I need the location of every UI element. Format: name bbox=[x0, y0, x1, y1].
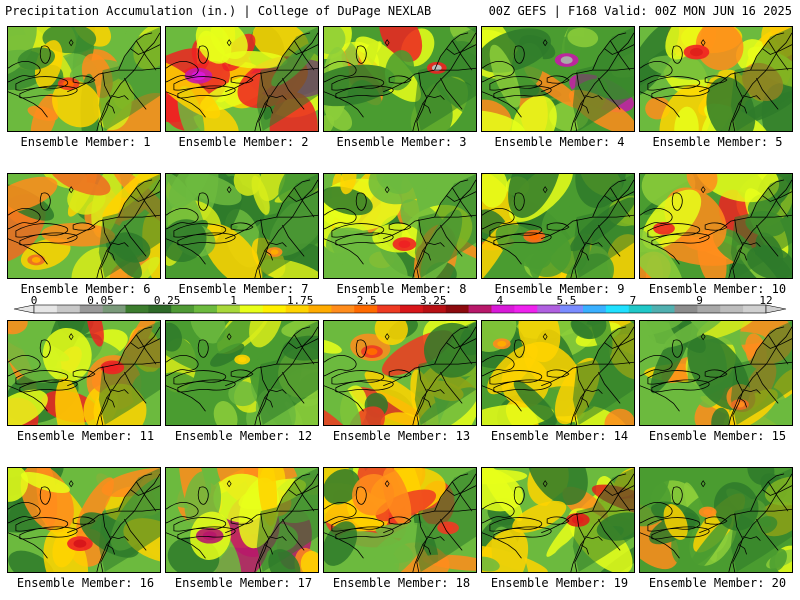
colorbar-swatch bbox=[400, 305, 424, 313]
ensemble-member-label: Ensemble Member: 12 bbox=[174, 429, 313, 443]
ensemble-member-map bbox=[7, 173, 161, 279]
colorbar-swatch bbox=[605, 305, 630, 313]
colorbar-tick-label: 12 bbox=[759, 296, 772, 307]
colorbar-tick-label: 3.25 bbox=[420, 296, 447, 307]
colorbar-tick-label: 0 bbox=[31, 296, 38, 307]
ensemble-member-label: Ensemble Member: 17 bbox=[174, 576, 313, 590]
colorbar-swatch bbox=[331, 305, 355, 313]
ensemble-member-map bbox=[165, 320, 319, 426]
ensemble-member-label: Ensemble Member: 5 bbox=[652, 135, 783, 149]
colorbar-tick-label: 2.5 bbox=[357, 296, 377, 307]
ensemble-member-map bbox=[639, 26, 793, 132]
ensemble-member-map bbox=[481, 26, 635, 132]
colorbar-swatch bbox=[560, 305, 584, 313]
ensemble-member-label: Ensemble Member: 19 bbox=[490, 576, 629, 590]
colorbar-swatch bbox=[697, 305, 721, 313]
colorbar-swatch bbox=[217, 305, 241, 313]
ensemble-member-map bbox=[481, 467, 635, 573]
ensemble-member-label: Ensemble Member: 3 bbox=[336, 135, 467, 149]
colorbar-tick-label: 0.25 bbox=[154, 296, 181, 307]
colorbar-swatch bbox=[583, 305, 607, 313]
ensemble-member-map bbox=[323, 173, 477, 279]
ensemble-member-map bbox=[481, 320, 635, 426]
ensemble-member-map bbox=[481, 173, 635, 279]
colorbar-tick-label: 0.05 bbox=[87, 296, 114, 307]
colorbar-swatch bbox=[628, 305, 652, 313]
colorbar-swatch bbox=[651, 305, 675, 313]
colorbar-swatch bbox=[308, 305, 332, 313]
ensemble-member-label: Ensemble Member: 16 bbox=[16, 576, 155, 590]
ensemble-member-map bbox=[165, 467, 319, 573]
ensemble-member-map bbox=[7, 320, 161, 426]
colorbar-swatch bbox=[354, 305, 378, 313]
precipitation-colorbar: 0 0.05 0.25 1 1.75 2.5 3.25 4 5.5 7 9 12 bbox=[0, 296, 800, 320]
colorbar-swatch bbox=[285, 305, 309, 313]
ensemble-member-map bbox=[323, 26, 477, 132]
ensemble-member-label: Ensemble Member: 11 bbox=[16, 429, 155, 443]
ensemble-member-label: Ensemble Member: 4 bbox=[494, 135, 625, 149]
colorbar-swatch bbox=[239, 305, 264, 313]
ensemble-member-map bbox=[639, 173, 793, 279]
colorbar-tick-label: 9 bbox=[696, 296, 703, 307]
ensemble-member-map bbox=[323, 467, 477, 573]
ensemble-member-map bbox=[165, 26, 319, 132]
model-run-info: 00Z GEFS | F168 Valid: 00Z MON JUN 16 20… bbox=[488, 4, 792, 18]
colorbar-swatch bbox=[514, 305, 538, 313]
colorbar-swatch bbox=[102, 305, 126, 313]
colorbar-swatch bbox=[445, 305, 469, 313]
ensemble-member-map bbox=[323, 320, 477, 426]
colorbar-swatch bbox=[125, 305, 149, 313]
ensemble-member-label: Ensemble Member: 15 bbox=[648, 429, 787, 443]
ensemble-member-label: Ensemble Member: 6 bbox=[20, 282, 151, 296]
ensemble-member-label: Ensemble Member: 8 bbox=[336, 282, 467, 296]
ensemble-member-map bbox=[7, 26, 161, 132]
map-title: Precipitation Accumulation (in.) | Colle… bbox=[5, 4, 432, 18]
ensemble-member-label: Ensemble Member: 1 bbox=[20, 135, 151, 149]
colorbar-tick-label: 1.75 bbox=[287, 296, 314, 307]
ensemble-member-label: Ensemble Member: 13 bbox=[332, 429, 471, 443]
colorbar-swatch bbox=[34, 305, 58, 313]
ensemble-member-map bbox=[165, 173, 319, 279]
colorbar-swatch bbox=[674, 305, 698, 313]
colorbar-swatch bbox=[491, 305, 515, 313]
ensemble-member-label: Ensemble Member: 20 bbox=[648, 576, 787, 590]
ensemble-member-label: Ensemble Member: 7 bbox=[178, 282, 309, 296]
colorbar-swatch bbox=[377, 305, 401, 313]
ensemble-member-label: Ensemble Member: 2 bbox=[178, 135, 309, 149]
colorbar-swatch bbox=[56, 305, 81, 313]
colorbar-tick-label: 1 bbox=[230, 296, 237, 307]
ensemble-member-map bbox=[7, 467, 161, 573]
colorbar-tick-label: 4 bbox=[496, 296, 503, 307]
ensemble-member-label: Ensemble Member: 9 bbox=[494, 282, 625, 296]
colorbar-swatch bbox=[171, 305, 195, 313]
ensemble-member-map bbox=[639, 320, 793, 426]
colorbar-tick-label: 7 bbox=[630, 296, 637, 307]
colorbar-swatch bbox=[422, 305, 447, 313]
colorbar-swatch bbox=[79, 305, 103, 313]
ensemble-member-map bbox=[639, 467, 793, 573]
colorbar-tick-label: 5.5 bbox=[556, 296, 576, 307]
colorbar-swatch bbox=[148, 305, 172, 313]
colorbar-swatch bbox=[262, 305, 286, 313]
colorbar-swatch bbox=[720, 305, 744, 313]
colorbar-swatch bbox=[194, 305, 218, 313]
colorbar-swatch bbox=[743, 305, 767, 313]
ensemble-member-label: Ensemble Member: 18 bbox=[332, 576, 471, 590]
ensemble-member-label: Ensemble Member: 10 bbox=[648, 282, 787, 296]
colorbar-swatch bbox=[537, 305, 561, 313]
colorbar-right-arrow bbox=[765, 304, 787, 314]
ensemble-member-label: Ensemble Member: 14 bbox=[490, 429, 629, 443]
colorbar-swatch bbox=[468, 305, 492, 313]
